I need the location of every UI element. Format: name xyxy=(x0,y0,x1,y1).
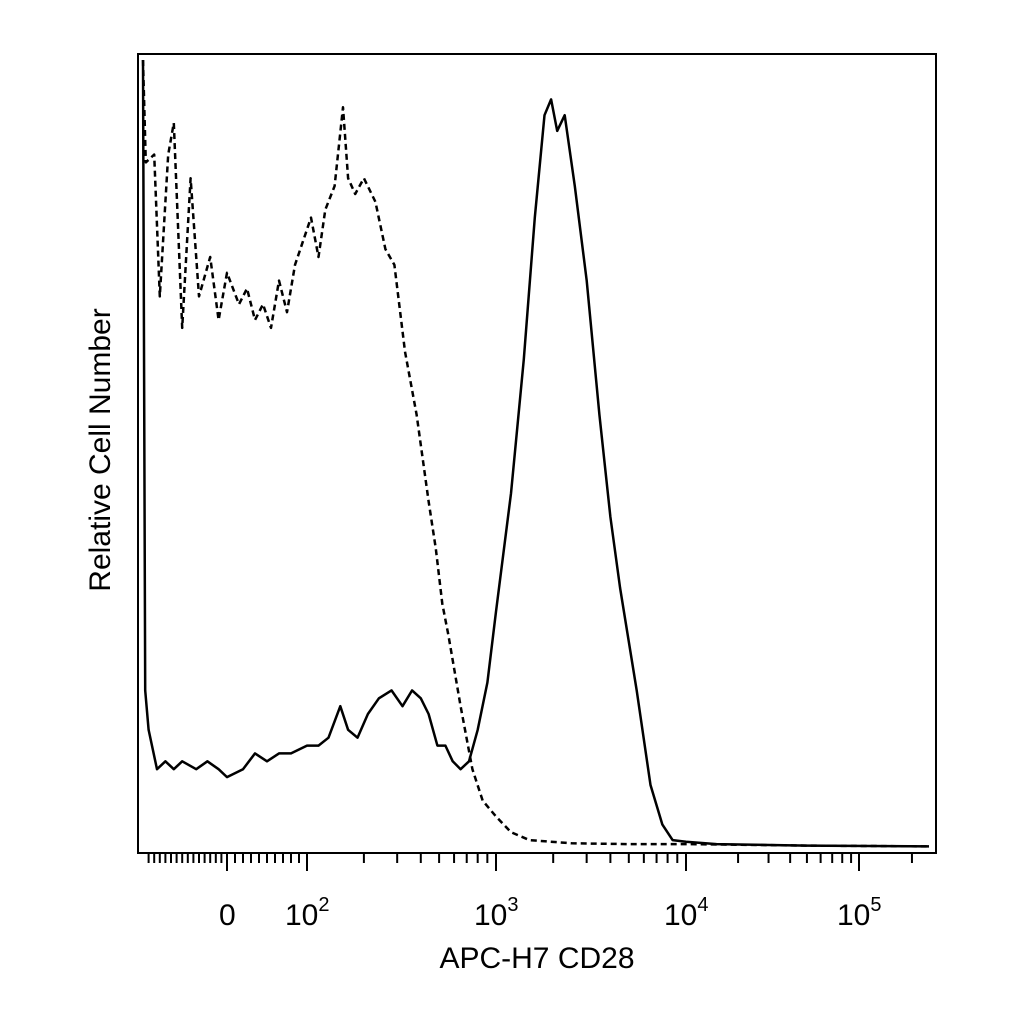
x-tick-label: 0 xyxy=(219,899,236,932)
y-axis-title: Relative Cell Number xyxy=(84,308,117,591)
plot-frame xyxy=(137,53,937,854)
x-axis-title: APC-H7 CD28 xyxy=(439,942,634,975)
x-tick-label: 102 xyxy=(285,894,330,932)
series-line-dashed xyxy=(141,59,930,848)
x-axis-ticks xyxy=(147,853,913,871)
series-group xyxy=(141,59,930,848)
x-tick-label: 104 xyxy=(664,894,709,932)
x-tick-label: 103 xyxy=(474,894,519,932)
series-line-solid xyxy=(141,59,930,848)
x-axis-tick-labels: 0 102 103 104 105 xyxy=(219,894,882,932)
x-tick-label: 105 xyxy=(837,894,882,932)
